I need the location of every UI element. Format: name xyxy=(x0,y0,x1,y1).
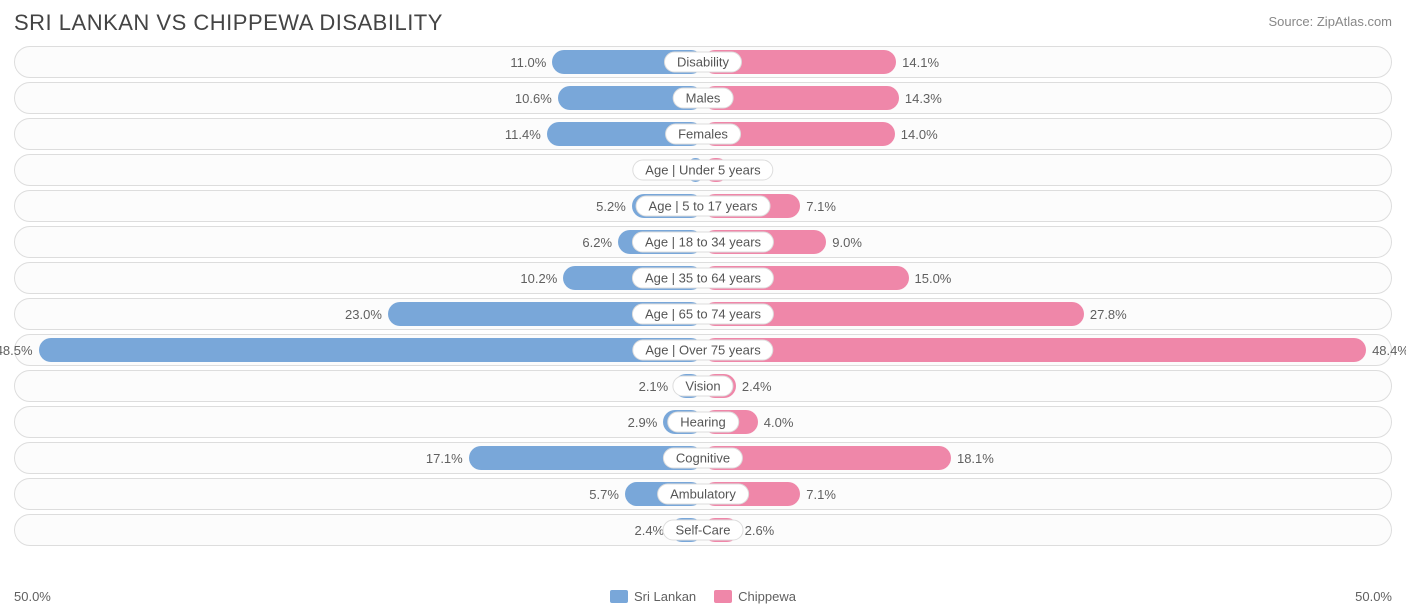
bar-right xyxy=(703,338,1366,362)
category-label: Age | 65 to 74 years xyxy=(632,304,774,325)
chart-title: SRI LANKAN VS CHIPPEWA DISABILITY xyxy=(14,10,443,36)
chart-row: 1.1%1.9%Age | Under 5 years xyxy=(14,154,1392,186)
value-left: 5.2% xyxy=(596,199,626,214)
value-right: 2.6% xyxy=(745,523,775,538)
legend-label-left: Sri Lankan xyxy=(634,589,696,604)
chart-row: 2.4% 2.6%Self-Care xyxy=(14,514,1392,546)
chart-footer: 50.0% Sri Lankan Chippewa 50.0% xyxy=(14,589,1392,604)
category-label: Vision xyxy=(672,376,733,397)
category-label: Disability xyxy=(664,52,742,73)
legend-item-left: Sri Lankan xyxy=(610,589,696,604)
category-label: Age | 35 to 64 years xyxy=(632,268,774,289)
category-label: Self-Care xyxy=(663,520,744,541)
chart-header: SRI LANKAN VS CHIPPEWA DISABILITY Source… xyxy=(14,10,1392,36)
value-left: 10.2% xyxy=(520,271,557,286)
value-right: 14.3% xyxy=(905,91,942,106)
legend-label-right: Chippewa xyxy=(738,589,796,604)
category-label: Cognitive xyxy=(663,448,743,469)
category-label: Age | Over 75 years xyxy=(632,340,773,361)
chart-row: 5.7% 7.1% Ambulatory xyxy=(14,478,1392,510)
chart-body: 11.0% 14.1% Disability 10.6% 14.3% Males 11.4%… xyxy=(14,46,1392,583)
value-right: 14.0% xyxy=(901,127,938,142)
value-right: 14.1% xyxy=(902,55,939,70)
value-left: 2.9% xyxy=(628,415,658,430)
value-right: 15.0% xyxy=(915,271,952,286)
category-label: Age | Under 5 years xyxy=(632,160,773,181)
chart-row: 23.0% 27.8% Age | 65 to 74 years xyxy=(14,298,1392,330)
chart-row: 11.4% 14.0% Females xyxy=(14,118,1392,150)
value-left: 5.7% xyxy=(589,487,619,502)
value-right: 27.8% xyxy=(1090,307,1127,322)
value-left: 11.0% xyxy=(510,55,546,70)
chart-row: 10.6% 14.3% Males xyxy=(14,82,1392,114)
value-right: 48.4% xyxy=(1372,343,1406,358)
value-left: 23.0% xyxy=(345,307,382,322)
value-left: 48.5% xyxy=(0,343,33,358)
category-label: Hearing xyxy=(667,412,739,433)
category-label: Age | 18 to 34 years xyxy=(632,232,774,253)
chart-row: 10.2% 15.0% Age | 35 to 64 years xyxy=(14,262,1392,294)
chart-row: 11.0% 14.1% Disability xyxy=(14,46,1392,78)
value-left: 6.2% xyxy=(582,235,612,250)
value-right: 2.4% xyxy=(742,379,772,394)
chart-row: 48.5%48.4%Age | Over 75 years xyxy=(14,334,1392,366)
bar-left xyxy=(39,338,703,362)
legend-swatch-right xyxy=(714,590,732,603)
legend-item-right: Chippewa xyxy=(714,589,796,604)
chart-source: Source: ZipAtlas.com xyxy=(1268,14,1392,29)
category-label: Females xyxy=(665,124,741,145)
chart-row: 5.2% 7.1% Age | 5 to 17 years xyxy=(14,190,1392,222)
value-left: 11.4% xyxy=(505,127,541,142)
value-right: 7.1% xyxy=(806,199,836,214)
value-left: 17.1% xyxy=(426,451,463,466)
category-label: Males xyxy=(673,88,734,109)
legend: Sri Lankan Chippewa xyxy=(74,589,1332,604)
category-label: Ambulatory xyxy=(657,484,749,505)
category-label: Age | 5 to 17 years xyxy=(636,196,771,217)
value-left: 2.4% xyxy=(634,523,664,538)
legend-swatch-left xyxy=(610,590,628,603)
value-left: 2.1% xyxy=(639,379,669,394)
chart-row: 2.1% 2.4% Vision xyxy=(14,370,1392,402)
value-right: 7.1% xyxy=(806,487,836,502)
axis-max-right: 50.0% xyxy=(1332,589,1392,604)
chart-row: 2.9% 4.0% Hearing xyxy=(14,406,1392,438)
axis-max-left: 50.0% xyxy=(14,589,74,604)
value-right: 9.0% xyxy=(832,235,862,250)
value-left: 10.6% xyxy=(515,91,552,106)
value-right: 4.0% xyxy=(764,415,794,430)
chart-row: 6.2% 9.0% Age | 18 to 34 years xyxy=(14,226,1392,258)
chart-row: 17.1% 18.1% Cognitive xyxy=(14,442,1392,474)
value-right: 18.1% xyxy=(957,451,994,466)
